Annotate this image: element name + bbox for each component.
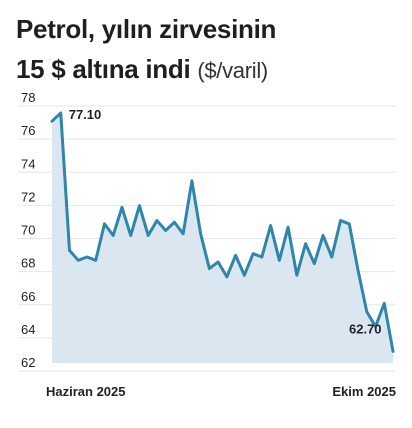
data-point bbox=[103, 222, 106, 226]
data-point bbox=[190, 179, 194, 183]
data-point bbox=[173, 221, 176, 224]
data-point bbox=[68, 249, 71, 252]
data-point bbox=[181, 232, 185, 236]
data-point bbox=[225, 275, 229, 279]
data-point bbox=[208, 267, 211, 270]
data-point bbox=[199, 232, 202, 236]
unit-label: ($/varil) bbox=[197, 58, 268, 83]
y-tick-label: 62 bbox=[21, 355, 35, 370]
data-point bbox=[112, 234, 115, 237]
data-point bbox=[164, 229, 167, 232]
annotation-label: 62.70 bbox=[349, 321, 382, 336]
y-tick-label: 78 bbox=[21, 90, 35, 105]
y-tick-label: 68 bbox=[21, 256, 35, 271]
data-point bbox=[356, 269, 360, 272]
annotations: 77.10 62.70 bbox=[69, 107, 382, 337]
x-label-start: Haziran 2025 bbox=[46, 384, 126, 399]
data-point bbox=[77, 259, 80, 262]
data-point bbox=[129, 234, 132, 237]
data-point bbox=[304, 242, 307, 245]
data-point bbox=[339, 219, 342, 222]
chart-title-line2-text: 15 $ altına indi bbox=[16, 54, 191, 84]
y-tick-label: 64 bbox=[21, 322, 35, 337]
y-tick-label: 70 bbox=[21, 223, 35, 238]
data-point bbox=[278, 259, 281, 262]
data-point bbox=[295, 274, 299, 277]
chart-title-line2: 15 $ altına indi ($/varil) bbox=[16, 54, 268, 85]
data-point bbox=[243, 274, 246, 277]
y-tick-label: 76 bbox=[21, 123, 35, 138]
data-point bbox=[374, 325, 377, 328]
y-axis-ticks: 78 76 74 72 70 68 66 64 62 bbox=[21, 90, 35, 370]
data-point bbox=[251, 252, 255, 255]
data-point bbox=[234, 254, 237, 257]
data-point bbox=[365, 310, 368, 313]
data-point bbox=[94, 259, 97, 262]
data-point bbox=[59, 111, 62, 115]
data-point bbox=[321, 234, 325, 237]
y-tick-label: 66 bbox=[21, 289, 35, 304]
chart-title-line1: Petrol, yılın zirvesinin bbox=[16, 14, 277, 44]
data-point bbox=[260, 255, 264, 259]
data-point bbox=[138, 204, 141, 207]
y-tick-label: 72 bbox=[21, 189, 35, 204]
data-point bbox=[120, 206, 124, 209]
data-point bbox=[313, 262, 316, 265]
data-point bbox=[286, 225, 290, 229]
data-point bbox=[348, 222, 351, 226]
data-point bbox=[216, 260, 220, 264]
data-point bbox=[155, 219, 159, 222]
price-line bbox=[50, 111, 395, 353]
data-point bbox=[391, 350, 395, 353]
data-point bbox=[146, 234, 150, 237]
price-points bbox=[50, 111, 395, 353]
y-tick-label: 74 bbox=[21, 156, 35, 171]
data-point bbox=[383, 302, 386, 305]
x-axis-labels: Haziran 2025 Ekim 2025 bbox=[46, 384, 396, 399]
data-point bbox=[50, 119, 54, 123]
annotation-label: 77.10 bbox=[69, 107, 102, 122]
price-area bbox=[52, 112, 393, 363]
data-point bbox=[85, 255, 89, 259]
x-label-end: Ekim 2025 bbox=[332, 384, 396, 399]
data-point bbox=[330, 255, 333, 259]
data-point bbox=[269, 224, 272, 227]
